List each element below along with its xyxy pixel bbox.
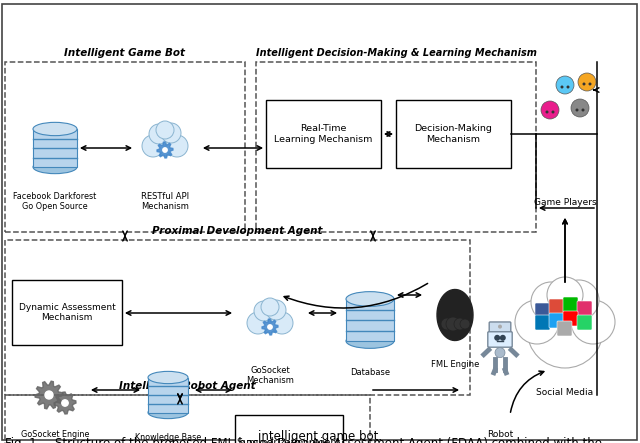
- Bar: [5, 62, 245, 232]
- Circle shape: [575, 109, 579, 112]
- Circle shape: [45, 391, 53, 399]
- Circle shape: [460, 319, 470, 329]
- Bar: [12, 280, 122, 345]
- Circle shape: [256, 305, 284, 333]
- Text: Dynamic Assessment
Mechanism: Dynamic Assessment Mechanism: [19, 303, 115, 322]
- Circle shape: [552, 110, 554, 113]
- Bar: [346, 299, 394, 341]
- FancyBboxPatch shape: [563, 297, 578, 312]
- Circle shape: [156, 121, 174, 139]
- Circle shape: [446, 317, 460, 331]
- Polygon shape: [157, 142, 173, 158]
- Text: RESTful API
Mechanism: RESTful API Mechanism: [141, 192, 189, 211]
- Text: Proximal Development Agent: Proximal Development Agent: [152, 226, 323, 236]
- Circle shape: [571, 99, 589, 117]
- Bar: [148, 377, 188, 412]
- FancyBboxPatch shape: [577, 301, 592, 316]
- Circle shape: [261, 298, 279, 316]
- Circle shape: [531, 282, 571, 322]
- Bar: [33, 129, 77, 167]
- FancyBboxPatch shape: [563, 311, 578, 326]
- Text: intelligent game bot.: intelligent game bot.: [258, 430, 382, 443]
- Circle shape: [266, 300, 286, 320]
- Ellipse shape: [346, 291, 394, 307]
- Circle shape: [589, 82, 591, 85]
- Bar: [235, 415, 343, 443]
- Circle shape: [582, 82, 586, 85]
- Text: Robot: Robot: [487, 430, 513, 439]
- Ellipse shape: [33, 122, 77, 136]
- Text: Intelligent Robot Agent: Intelligent Robot Agent: [119, 381, 256, 391]
- Circle shape: [142, 135, 164, 157]
- Ellipse shape: [148, 371, 188, 384]
- Text: Fig. 1.: Fig. 1.: [5, 437, 40, 443]
- Circle shape: [454, 318, 466, 330]
- Text: Social Media: Social Media: [536, 388, 593, 397]
- Text: Facebook Darkforest
Go Open Source: Facebook Darkforest Go Open Source: [13, 192, 97, 211]
- Circle shape: [254, 301, 274, 321]
- Circle shape: [559, 280, 599, 320]
- FancyBboxPatch shape: [535, 315, 550, 330]
- Polygon shape: [262, 319, 278, 335]
- Text: Intelligent Game Bot: Intelligent Game Bot: [65, 48, 186, 58]
- Text: Intelligent Decision-Making & Learning Mechanism: Intelligent Decision-Making & Learning M…: [255, 48, 536, 58]
- Circle shape: [541, 101, 559, 119]
- Circle shape: [166, 135, 188, 157]
- Text: Summarization Agent: Summarization Agent: [237, 438, 340, 443]
- Text: Real-Time
Learning Mechanism: Real-Time Learning Mechanism: [275, 124, 372, 144]
- Text: Decision-Making
Mechanism: Decision-Making Mechanism: [415, 124, 492, 144]
- Circle shape: [527, 292, 603, 368]
- Ellipse shape: [346, 334, 394, 348]
- Circle shape: [582, 109, 584, 112]
- Text: Knowledge Base: Knowledge Base: [135, 433, 201, 442]
- Polygon shape: [437, 290, 473, 341]
- Circle shape: [556, 76, 574, 94]
- Text: Database: Database: [350, 368, 390, 377]
- Circle shape: [247, 312, 269, 334]
- Polygon shape: [35, 381, 63, 409]
- FancyBboxPatch shape: [489, 322, 511, 334]
- FancyBboxPatch shape: [549, 299, 564, 314]
- Circle shape: [495, 348, 505, 358]
- Circle shape: [571, 300, 615, 344]
- Circle shape: [151, 128, 179, 156]
- Circle shape: [161, 123, 181, 143]
- Bar: [256, 62, 536, 232]
- Text: GoSocket
Mechanism: GoSocket Mechanism: [246, 366, 294, 385]
- Circle shape: [163, 148, 167, 152]
- Bar: [5, 395, 370, 443]
- Ellipse shape: [148, 406, 188, 419]
- Ellipse shape: [33, 160, 77, 174]
- Circle shape: [566, 85, 570, 89]
- Text: Structure of the proposed FML-based Dynamic Assessment Agent (FDAA) combined wit: Structure of the proposed FML-based Dyna…: [55, 437, 602, 443]
- Circle shape: [268, 325, 272, 329]
- FancyBboxPatch shape: [549, 313, 564, 328]
- Text: FML Engine: FML Engine: [431, 360, 479, 369]
- Circle shape: [498, 325, 502, 329]
- Text: GoSocket Engine: GoSocket Engine: [21, 430, 89, 439]
- Circle shape: [271, 312, 293, 334]
- Circle shape: [500, 335, 506, 341]
- Bar: [396, 100, 511, 168]
- FancyBboxPatch shape: [535, 303, 550, 318]
- Bar: [5, 240, 470, 395]
- Text: Game Players: Game Players: [534, 198, 596, 207]
- Circle shape: [62, 400, 68, 406]
- Circle shape: [547, 277, 583, 313]
- Circle shape: [149, 124, 169, 144]
- Circle shape: [545, 110, 548, 113]
- Circle shape: [578, 73, 596, 91]
- FancyBboxPatch shape: [557, 321, 572, 336]
- FancyBboxPatch shape: [488, 332, 512, 347]
- Polygon shape: [54, 392, 76, 414]
- Circle shape: [515, 300, 559, 344]
- Circle shape: [494, 335, 500, 341]
- Circle shape: [561, 85, 563, 89]
- Bar: [266, 100, 381, 168]
- FancyBboxPatch shape: [577, 315, 592, 330]
- Circle shape: [441, 318, 453, 330]
